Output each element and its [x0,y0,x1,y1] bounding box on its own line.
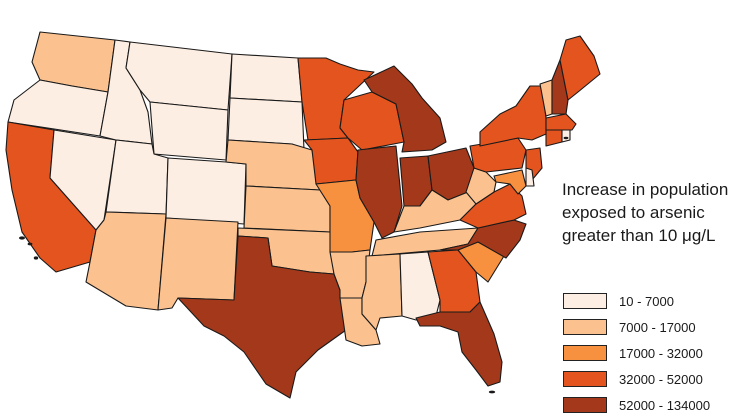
legend-swatch-1 [563,293,607,309]
legend-title-line-1: Increase in population [562,180,729,199]
state-wyoming [149,101,229,161]
state-kansas [243,185,331,233]
legend-label-2: 7000 - 17000 [619,319,696,335]
state-mississippi [361,253,403,331]
legend-swatch-2 [563,319,607,335]
island-keys [488,390,496,394]
state-north-dakota [229,53,303,103]
legend-item-5: 52000 - 134000 [563,392,748,418]
legend-item-4: 32000 - 52000 [563,366,748,392]
island-long-island [563,136,569,140]
state-florida [415,301,503,387]
state-colorado [165,157,247,225]
state-north-carolina [439,219,527,259]
state-pennsylvania [469,137,527,173]
state-connecticut [545,129,563,147]
state-maryland [493,169,527,195]
legend-title: Increase in population exposed to arseni… [562,178,750,247]
state-illinois [355,145,403,239]
states-layer [5,31,601,399]
state-michigan [363,65,447,153]
state-kentucky [393,189,477,233]
islands [19,136,569,394]
legend-title-line-2: exposed to arsenic [562,203,705,222]
legend-item-2: 7000 - 17000 [563,314,748,340]
legend: 10 - 7000 7000 - 17000 17000 - 32000 320… [563,288,748,418]
state-new-mexico [157,217,239,311]
legend-label-1: 10 - 7000 [619,293,674,309]
state-massachusetts [545,113,577,131]
legend-swatch-4 [563,371,607,387]
state-rhode-island [561,129,571,143]
state-texas [177,235,347,399]
state-new-york [479,85,547,147]
state-delaware [525,167,535,187]
island-channel-2 [27,242,33,246]
legend-swatch-5 [563,397,607,413]
legend-item-1: 10 - 7000 [563,288,748,314]
state-maine [559,35,601,101]
legend-item-3: 17000 - 32000 [563,340,748,366]
state-new-hampshire [551,59,569,115]
legend-swatch-3 [563,345,607,361]
legend-label-3: 17000 - 32000 [619,345,703,361]
island-channel-3 [33,256,39,260]
state-arizona [85,211,167,311]
legend-label-4: 32000 - 52000 [619,371,703,387]
island-channel-1 [19,236,25,240]
legend-label-5: 52000 - 134000 [619,397,711,413]
legend-title-line-3: greater than 10 μg/L [562,226,716,245]
